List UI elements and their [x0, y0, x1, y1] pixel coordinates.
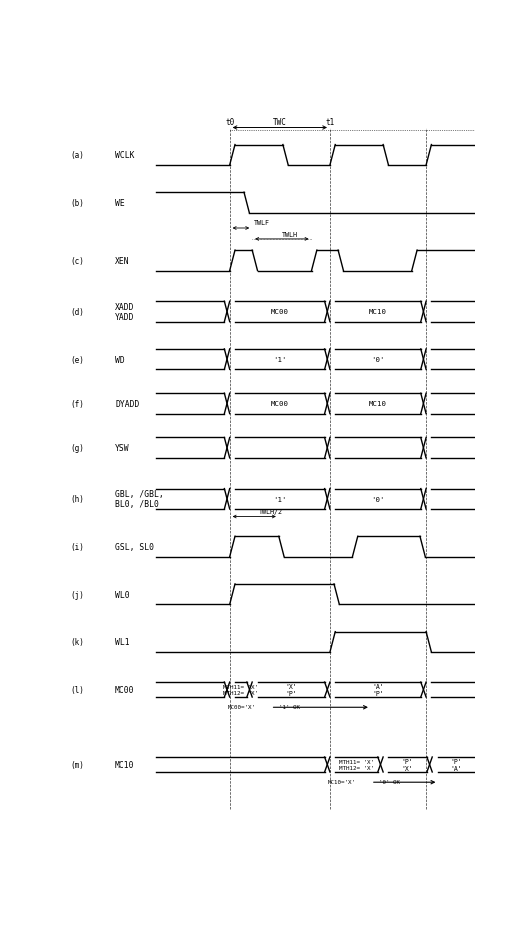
Text: (l): (l) — [70, 685, 84, 694]
Text: (h): (h) — [70, 495, 84, 504]
Text: MC00: MC00 — [271, 309, 289, 316]
Text: WCLK: WCLK — [115, 151, 135, 161]
Text: MTH12= 'X': MTH12= 'X' — [223, 690, 258, 696]
Text: GSL, SL0: GSL, SL0 — [115, 542, 154, 551]
Text: MTH12= 'X': MTH12= 'X' — [339, 766, 374, 770]
Text: TWLH/2: TWLH/2 — [259, 509, 282, 514]
Text: 'P': 'P' — [402, 758, 413, 765]
Text: 'P': 'P' — [450, 758, 461, 765]
Text: (c): (c) — [70, 256, 84, 265]
Text: GBL, /GBL,
BL0, /BL0: GBL, /GBL, BL0, /BL0 — [115, 490, 164, 509]
Text: '1': '1' — [273, 356, 287, 363]
Text: MC10: MC10 — [369, 309, 387, 316]
Text: WL0: WL0 — [115, 590, 130, 599]
Text: t1: t1 — [325, 118, 335, 126]
Text: '1': '1' — [273, 496, 287, 502]
Text: (b): (b) — [70, 199, 84, 208]
Text: (e): (e) — [70, 355, 84, 365]
Text: MTH11= 'X': MTH11= 'X' — [223, 684, 258, 689]
Text: MC10: MC10 — [115, 760, 135, 769]
Text: '1' OK: '1' OK — [279, 704, 300, 709]
Text: (m): (m) — [70, 760, 84, 769]
Text: MTH11= 'X': MTH11= 'X' — [339, 759, 374, 764]
Text: MC00='X': MC00='X' — [228, 704, 256, 709]
Text: 'A': 'A' — [372, 683, 384, 690]
Text: MC00: MC00 — [271, 401, 289, 407]
Text: TWC: TWC — [273, 118, 287, 126]
Text: YSW: YSW — [115, 444, 130, 453]
Text: (g): (g) — [70, 444, 84, 453]
Text: (f): (f) — [70, 399, 84, 408]
Text: TWLF: TWLF — [254, 220, 270, 226]
Text: (j): (j) — [70, 590, 84, 599]
Text: WL1: WL1 — [115, 638, 130, 647]
Text: 'A': 'A' — [450, 765, 461, 771]
Text: MC00: MC00 — [115, 685, 135, 694]
Text: XEN: XEN — [115, 256, 130, 265]
Text: 'P': 'P' — [372, 690, 384, 696]
Text: '0': '0' — [371, 356, 385, 363]
Text: WD: WD — [115, 355, 125, 365]
Text: XADD
YADD: XADD YADD — [115, 303, 135, 321]
Text: 'X': 'X' — [285, 683, 297, 690]
Text: 'P': 'P' — [285, 690, 297, 696]
Text: (k): (k) — [70, 638, 84, 647]
Text: '0' OK: '0' OK — [379, 779, 400, 784]
Text: (a): (a) — [70, 151, 84, 161]
Text: (i): (i) — [70, 542, 84, 551]
Text: (d): (d) — [70, 307, 84, 316]
Text: MC10: MC10 — [369, 401, 387, 407]
Text: t0: t0 — [225, 118, 234, 126]
Text: '0': '0' — [371, 496, 385, 502]
Text: WE: WE — [115, 199, 125, 208]
Text: TWLH: TWLH — [282, 232, 298, 238]
Text: DYADD: DYADD — [115, 399, 139, 408]
Text: 'X': 'X' — [402, 765, 413, 771]
Text: MC10='X': MC10='X' — [328, 779, 356, 784]
